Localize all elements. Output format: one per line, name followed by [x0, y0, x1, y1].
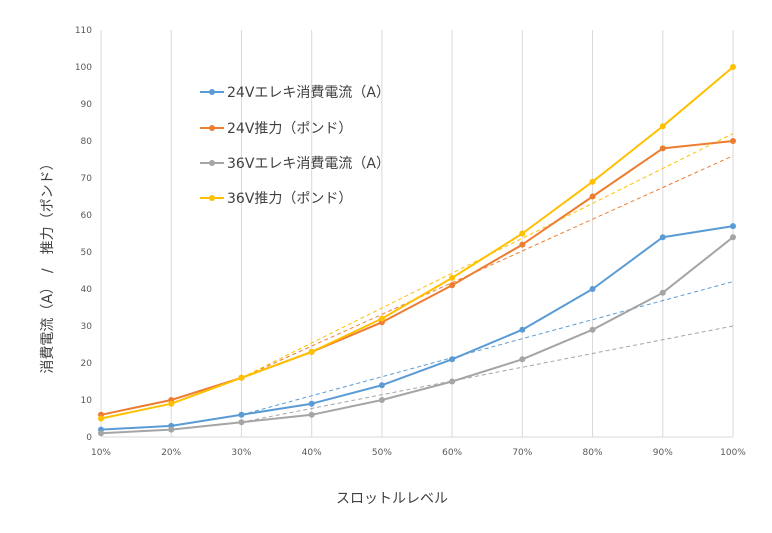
y-tick-label: 0 [86, 433, 92, 443]
data-point-36V推力ポンド [98, 415, 104, 422]
data-point-36Vエレキ消費電流A [168, 426, 175, 433]
data-point-36V推力ポンド [659, 123, 666, 130]
data-point-24Vエレキ消費電流A [238, 411, 245, 418]
x-tick-label: 10% [91, 448, 111, 458]
data-point-36Vエレキ消費電流A [449, 378, 456, 385]
y-tick-label: 110 [75, 26, 92, 36]
data-point-36Vエレキ消費電流A [589, 326, 596, 333]
series-lines [98, 64, 736, 437]
series-line-24Vエレキ消費電流A [100, 225, 734, 431]
data-point-36V推力ポンド [449, 274, 456, 281]
data-point-36V推力ポンド [168, 400, 175, 407]
legend-entry: 36Vエレキ消費電流（A） [200, 156, 390, 172]
data-point-24Vエレキ消費電流A [308, 400, 315, 407]
data-point-24V推力ポンド [659, 145, 666, 152]
y-tick-label: 60 [81, 211, 93, 221]
x-tick-label: 30% [231, 448, 251, 458]
data-point-24Vエレキ消費電流A [378, 382, 385, 389]
x-axis-tick-labels: 10% 20% 30% 40% 50% 60% 70% 80% 90% 100% [91, 448, 746, 458]
x-tick-label: 20% [161, 448, 181, 458]
trendlines [241, 133, 734, 423]
vertical-gridlines [100, 30, 734, 437]
x-tick-label: 50% [372, 448, 392, 458]
legend-entry: 24Vエレキ消費電流（A） [200, 85, 390, 101]
data-point-36Vエレキ消費電流A [519, 356, 526, 363]
data-point-36Vエレキ消費電流A [238, 419, 245, 426]
x-tick-label: 100% [720, 448, 746, 458]
series-line-36Vエレキ消費電流A [100, 236, 734, 435]
data-point-36V推力ポンド [730, 64, 736, 70]
y-axis-tick-labels: 0 10 20 30 40 50 60 70 80 90 100 110 [75, 26, 92, 443]
y-tick-label: 40 [81, 285, 93, 295]
data-point-36Vエレキ消費電流A [308, 411, 315, 418]
x-axis-title: スロットルレベル [336, 491, 448, 507]
y-tick-label: 90 [81, 100, 93, 110]
data-point-36V推力ポンド [308, 348, 315, 355]
data-point-24V推力ポンド [449, 282, 456, 289]
series-line-36V推力ポンド [100, 66, 734, 420]
legend-swatch-marker [209, 160, 215, 166]
data-point-24V推力ポンド [589, 193, 596, 200]
x-tick-label: 80% [583, 448, 603, 458]
data-point-36V推力ポンド [378, 315, 385, 322]
data-point-24V推力ポンド [519, 241, 526, 248]
y-tick-label: 80 [81, 137, 93, 147]
legend-label: 24V推力（ポンド） [227, 121, 352, 137]
data-point-24V推力ポンド [730, 138, 736, 144]
legend-entry: 24V推力（ポンド） [200, 121, 352, 137]
y-axis-title: 消費電流（A） / 推力（ポンド） [40, 156, 56, 373]
data-point-24Vエレキ消費電流A [659, 234, 666, 241]
x-tick-label: 90% [653, 448, 673, 458]
data-point-36V推力ポンド [519, 230, 526, 237]
data-point-36Vエレキ消費電流A [98, 430, 104, 437]
y-tick-label: 30 [81, 322, 93, 332]
data-point-36Vエレキ消費電流A [730, 234, 736, 241]
y-tick-label: 100 [75, 63, 92, 73]
x-tick-label: 40% [302, 448, 322, 458]
legend-label: 24Vエレキ消費電流（A） [227, 85, 390, 101]
y-tick-label: 50 [81, 248, 93, 258]
data-point-24Vエレキ消費電流A [519, 326, 526, 333]
series-line-24V推力ポンド [100, 140, 734, 416]
legend: 24Vエレキ消費電流（A） 24V推力（ポンド） 36Vエレキ消費電流（A） 36V推… [200, 85, 390, 207]
legend-label: 36Vエレキ消費電流（A） [227, 156, 390, 172]
x-tick-label: 60% [442, 448, 462, 458]
legend-swatch-marker [209, 125, 215, 131]
data-point-36V推力ポンド [238, 374, 245, 381]
x-tick-label: 70% [512, 448, 532, 458]
data-point-36Vエレキ消費電流A [378, 397, 385, 403]
y-tick-label: 20 [81, 359, 93, 369]
y-tick-label: 10 [81, 396, 93, 406]
y-tick-label: 70 [81, 174, 93, 184]
data-point-24Vエレキ消費電流A [449, 356, 456, 363]
data-point-36Vエレキ消費電流A [659, 289, 666, 296]
data-point-24Vエレキ消費電流A [730, 223, 736, 230]
legend-label: 36V推力（ポンド） [227, 191, 352, 207]
data-point-36V推力ポンド [589, 178, 596, 185]
data-point-24Vエレキ消費電流A [589, 286, 596, 292]
legend-swatch-marker [209, 89, 215, 95]
trendline-36Vエレキ消費電流A [241, 325, 734, 423]
trendline-24Vエレキ消費電流A [241, 281, 734, 416]
trendline-24V推力ポンド [241, 155, 734, 379]
legend-swatch-marker [209, 195, 215, 201]
legend-entry: 36V推力（ポンド） [200, 191, 352, 207]
